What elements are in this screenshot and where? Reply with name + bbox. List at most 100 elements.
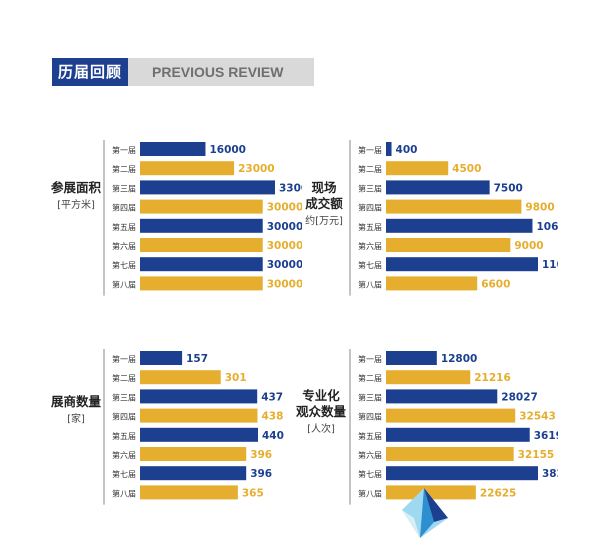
bar	[386, 408, 516, 423]
category-label: 第三届	[112, 183, 136, 193]
panel-1-label: 参展面积 [平方米]	[44, 180, 108, 214]
value-label: 16000	[209, 144, 246, 156]
category-label: 第七届	[112, 469, 136, 479]
category-label: 第一届	[112, 145, 136, 155]
value-label: 9000	[514, 240, 543, 252]
area-chart: 第一届 16000 第二届 23000 第三届 33000 第四届 30000 第五届 30000…	[103, 140, 302, 296]
value-label: 365	[242, 487, 264, 499]
category-label: 第五届	[112, 431, 136, 441]
category-label: 第四届	[358, 203, 382, 213]
category-label: 第六届	[358, 241, 382, 251]
bar	[386, 466, 538, 481]
panel-4-title-line1: 专业化	[302, 388, 340, 403]
bar	[386, 218, 533, 233]
value-label: 22625	[480, 487, 517, 499]
bar	[140, 447, 247, 461]
value-label: 36195	[534, 430, 558, 442]
category-label: 第三届	[358, 183, 382, 193]
value-label: 396	[250, 449, 272, 461]
bar	[386, 351, 437, 365]
bar	[140, 276, 263, 291]
bar	[386, 238, 511, 252]
category-label: 第一届	[112, 354, 136, 364]
turnover-chart: 第一届 400 第二届 4500 第三届 7500 第四届 9800 第五届 10600 第六届 90…	[349, 140, 558, 296]
value-label: 32543	[519, 411, 556, 423]
panel-2-label: 现场 成交额 约[万元]	[296, 180, 352, 230]
category-label: 第二届	[112, 164, 136, 174]
panel-1-title: 参展面积	[50, 180, 101, 195]
category-label: 第二届	[358, 164, 382, 174]
value-label: 437	[261, 391, 283, 403]
bar	[140, 466, 247, 481]
panel-3-label: 展商数量 [家]	[44, 394, 108, 428]
bar	[386, 485, 476, 500]
category-label: 第一届	[358, 145, 382, 155]
category-label: 第四届	[112, 203, 136, 213]
bar	[386, 180, 490, 195]
category-label: 第八届	[358, 488, 382, 498]
value-label: 30000	[267, 240, 302, 252]
value-label: 11000	[542, 259, 558, 271]
category-label: 第二届	[358, 373, 382, 383]
bar	[140, 180, 275, 195]
bar	[140, 142, 206, 156]
category-label: 第七届	[112, 260, 136, 270]
category-label: 第三届	[358, 392, 382, 402]
section-title-cn: 历届回顾	[52, 58, 128, 86]
panel-2-title-line2: 成交额	[305, 196, 343, 211]
category-label: 第六届	[112, 450, 136, 460]
category-label: 第六届	[112, 241, 136, 251]
value-label: 21216	[474, 372, 511, 384]
panel-4-title-line2: 观众数量	[295, 404, 346, 419]
bar	[140, 199, 263, 214]
category-label: 第五届	[358, 222, 382, 232]
category-label: 第六届	[358, 450, 382, 460]
bar	[386, 447, 514, 461]
bar	[386, 257, 538, 272]
category-label: 第四届	[358, 412, 382, 422]
value-label: 301	[225, 372, 247, 384]
panel-2-unit: 约[万元]	[305, 216, 343, 227]
value-label: 10600	[536, 221, 558, 233]
value-label: 157	[186, 353, 208, 365]
panel-3-title: 展商数量	[50, 394, 101, 409]
category-label: 第八届	[112, 279, 136, 289]
bar	[140, 238, 263, 252]
value-label: 440	[262, 430, 284, 442]
panel-3-unit: [家]	[67, 414, 85, 425]
value-label: 6600	[481, 278, 510, 290]
value-label: 396	[250, 468, 272, 480]
value-label: 28027	[501, 391, 538, 403]
category-label: 第三届	[112, 392, 136, 402]
value-label: 23000	[238, 163, 275, 175]
category-label: 第七届	[358, 469, 382, 479]
bar	[140, 257, 263, 272]
category-label: 第四届	[112, 412, 136, 422]
category-label: 第五届	[112, 222, 136, 232]
bar	[386, 370, 471, 385]
category-label: 第八届	[112, 488, 136, 498]
bar	[386, 276, 478, 291]
bar	[140, 408, 258, 423]
bar	[386, 389, 498, 404]
category-label: 第七届	[358, 260, 382, 270]
bar	[140, 370, 221, 385]
category-label: 第八届	[358, 279, 382, 289]
exhibitors-chart: 第一届 157 第二届 301 第三届 437 第四届 438 第五届 440 第六届 396 第七届 3…	[103, 349, 284, 505]
bar	[140, 427, 258, 442]
panel-4-unit: [人次]	[307, 424, 335, 435]
bar	[140, 389, 258, 404]
value-label: 30000	[267, 259, 302, 271]
bar	[386, 142, 392, 156]
value-label: 7500	[494, 182, 523, 194]
value-label: 33000	[279, 182, 302, 194]
panel-1-unit: [平方米]	[57, 200, 95, 211]
value-label: 12800	[441, 353, 478, 365]
panel-4-label: 专业化 观众数量 [人次]	[286, 388, 356, 438]
category-label: 第五届	[358, 431, 382, 441]
bar	[140, 161, 235, 176]
bar	[386, 427, 530, 442]
category-label: 第二届	[112, 373, 136, 383]
bar	[386, 161, 449, 176]
section-title-en: PREVIOUS REVIEW	[128, 58, 314, 86]
